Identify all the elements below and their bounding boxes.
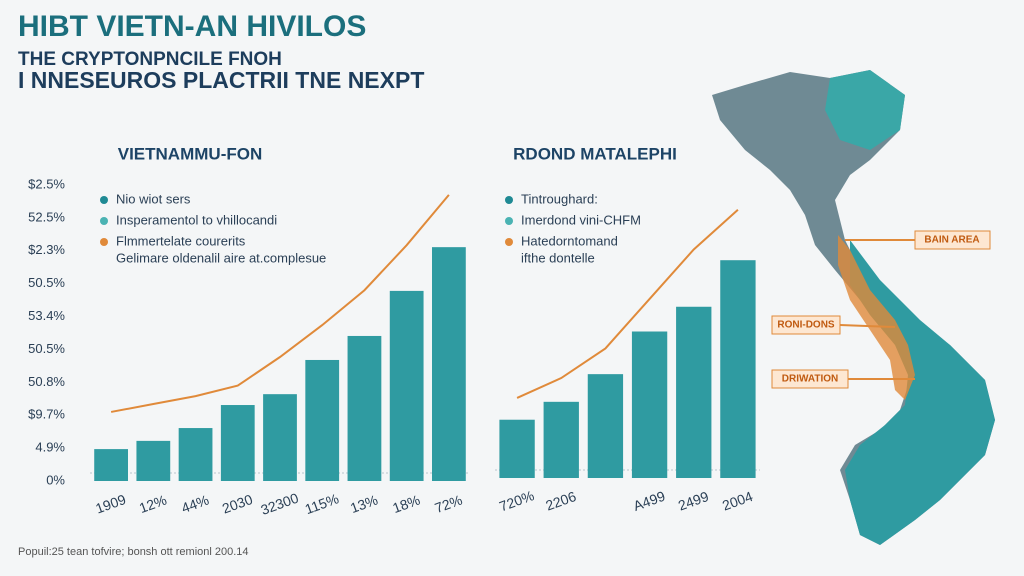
map-label-box: [771, 369, 849, 389]
legend-swatch: [505, 217, 513, 225]
x-tick-label: A499: [631, 488, 667, 514]
y-tick-label: $2.3%: [28, 242, 65, 257]
x-tick-label: 32300: [259, 490, 301, 518]
map-coast: [838, 235, 915, 400]
bar: [178, 428, 213, 481]
arrow: [839, 324, 896, 328]
y-tick-label: 4.9%: [35, 440, 65, 455]
line: [110, 194, 450, 413]
y-tick-label: 50.5%: [28, 275, 65, 290]
x-tick-label: 720%: [497, 487, 536, 514]
y-tick-label: 50.5%: [28, 341, 65, 356]
legend-label: Insperamentol to vhillocandi: [116, 212, 277, 227]
x-tick-label: 2499: [676, 488, 711, 514]
bar: [305, 359, 340, 481]
legend-swatch: [100, 217, 108, 225]
bar: [587, 374, 624, 478]
y-tick-label: $9.7%: [28, 407, 65, 422]
title: HIBT VIETN-AN HIVILOS: [18, 10, 366, 43]
legend-swatch: [505, 196, 513, 204]
chart-title: VIETNAMMU-FON: [118, 144, 262, 163]
x-tick-label: 18%: [390, 491, 422, 516]
bar: [220, 405, 255, 481]
bar: [136, 440, 171, 481]
bar: [263, 394, 297, 481]
legend-swatch: [100, 238, 108, 246]
footer: Popuil:25 tean tofvire; bonsh ott remion…: [18, 546, 249, 558]
bar: [543, 401, 579, 478]
legend-note: Gelimare oldenalil aire at.complesue: [116, 250, 326, 265]
legend-note: ifthe dontelle: [521, 250, 595, 265]
map-label: DRIWATION: [782, 374, 838, 385]
legend-label: Hatedorntomand: [521, 233, 618, 248]
map-label-box: [771, 315, 841, 335]
legend-label: Imerdond vini-CHFM: [521, 212, 641, 227]
x-tick-label: 12%: [137, 491, 169, 516]
x-tick-label: 115%: [303, 490, 341, 517]
y-tick-label: 53.4%: [28, 308, 65, 323]
tagline: I NNESEUROS PLACTRII TNE NEXPT: [18, 67, 424, 93]
bar: [94, 449, 128, 481]
x-tick-label: 1909: [93, 491, 128, 517]
x-tick-label: 2206: [543, 488, 578, 514]
bar: [720, 260, 756, 478]
y-tick-label: 52.5%: [28, 209, 65, 224]
legend-swatch: [505, 238, 513, 246]
bar: [676, 306, 712, 478]
bar: [631, 331, 668, 478]
bar: [389, 290, 424, 481]
legend-label: Flmmertelate courerits: [116, 233, 246, 248]
x-tick-label: 72%: [433, 491, 465, 516]
x-tick-label: 2004: [720, 488, 755, 514]
x-tick-label: 44%: [179, 491, 211, 516]
chart-title: RDOND MATALEPHI: [513, 144, 677, 163]
y-tick-label: 0%: [46, 472, 65, 487]
map: BAIN AREA RONI-DONS DRIWATION: [712, 70, 995, 545]
bar: [499, 419, 535, 478]
map-label-box: [914, 230, 991, 250]
subtitle: THE CRYPTONPNCILE FNOH: [18, 49, 282, 70]
line: [516, 208, 739, 399]
legend-swatch: [100, 196, 108, 204]
legend-label: Nio wiot sers: [116, 191, 191, 206]
x-tick-label: 13%: [348, 491, 380, 516]
map-label: BAIN AREA: [924, 235, 979, 246]
bar: [432, 247, 466, 481]
x-tick-label: 2030: [220, 491, 255, 517]
y-tick-label: $2.5%: [28, 176, 65, 191]
map-region: [825, 70, 905, 150]
legend-label: Tintroughard:: [521, 191, 598, 206]
map-label: RONI-DONS: [777, 320, 835, 331]
y-tick-label: 50.8%: [28, 374, 65, 389]
bar: [347, 335, 382, 481]
